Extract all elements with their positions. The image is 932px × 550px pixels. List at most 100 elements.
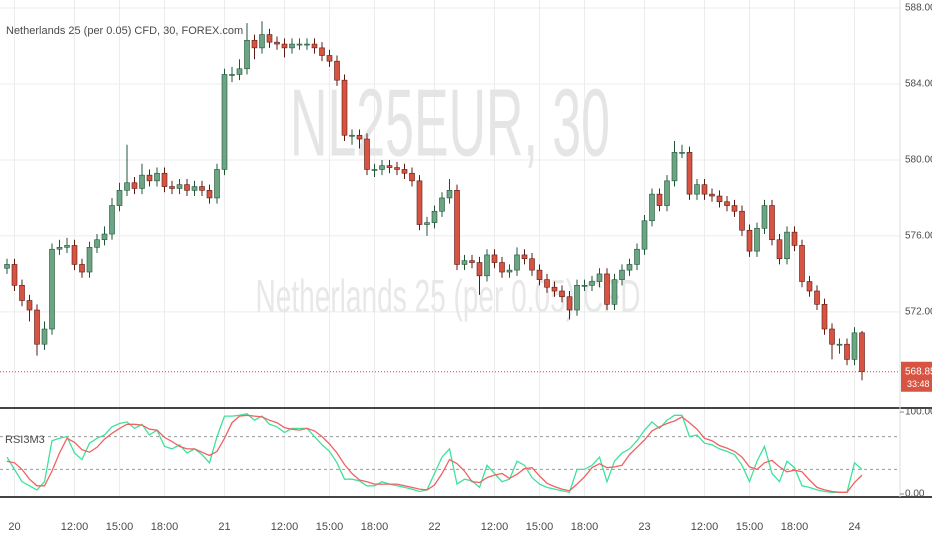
candle-body xyxy=(776,239,783,260)
candle-body xyxy=(469,260,475,263)
candle-body xyxy=(101,233,108,241)
candle-body xyxy=(649,193,655,222)
candle-body xyxy=(566,296,573,311)
candle-body xyxy=(26,300,33,311)
candle-body xyxy=(94,239,100,248)
candle-body xyxy=(574,285,580,311)
candle-body xyxy=(754,228,760,252)
candle-body xyxy=(671,152,678,182)
candle-body xyxy=(446,190,453,199)
y-tick-label: 576.00 xyxy=(905,231,932,242)
candle-body xyxy=(746,229,753,252)
candle-body xyxy=(634,248,640,265)
candle-body xyxy=(79,264,85,273)
candle-body xyxy=(109,205,115,235)
indicator-title: RSI3M3 xyxy=(5,434,45,446)
candle-body xyxy=(461,260,468,265)
candle-body xyxy=(694,184,700,195)
y-tick-label: 588.00 xyxy=(905,3,932,14)
candle-body xyxy=(851,332,858,360)
candle-body xyxy=(124,182,130,191)
candle-body xyxy=(686,152,693,195)
candle-body xyxy=(116,190,123,206)
candle-body xyxy=(499,262,505,273)
candle-body xyxy=(191,186,198,191)
candle-body xyxy=(371,169,378,171)
candle-body xyxy=(581,285,588,287)
x-tick-label: 15:00 xyxy=(526,521,554,533)
candle-body xyxy=(304,43,310,46)
candle-body xyxy=(71,245,78,265)
grid xyxy=(0,0,900,497)
candle-body xyxy=(619,269,625,280)
candle-body xyxy=(626,264,633,271)
candle-body xyxy=(266,34,273,43)
candle-body xyxy=(836,343,843,346)
candle-body xyxy=(424,222,430,225)
x-tick-label: 12:00 xyxy=(61,521,89,533)
candle-body xyxy=(544,279,550,288)
candle-body xyxy=(161,172,168,187)
candle-body xyxy=(259,34,265,49)
candle-body xyxy=(56,247,63,250)
candle-body xyxy=(199,186,205,191)
candle-body xyxy=(679,152,685,154)
candle-body xyxy=(431,210,438,223)
candle-body xyxy=(589,281,595,286)
candle-body xyxy=(716,195,723,203)
x-tick-label: 15:00 xyxy=(316,521,344,533)
candle-body xyxy=(551,286,558,292)
candle-body xyxy=(409,172,415,182)
last-price-label: 568.85 xyxy=(905,366,932,377)
candle-body xyxy=(739,210,745,231)
y-tick-label: 580.00 xyxy=(905,155,932,166)
candle-body xyxy=(334,60,340,81)
candle-body xyxy=(34,309,40,345)
candle-body xyxy=(206,190,213,199)
candle-body xyxy=(536,269,543,280)
candle-body xyxy=(521,254,528,260)
indicator-line xyxy=(6,414,863,493)
candle-body xyxy=(701,184,708,195)
candle-body xyxy=(19,285,25,301)
x-tick-label: 23 xyxy=(638,521,650,533)
candle-body xyxy=(49,248,55,330)
x-tick-label: 21 xyxy=(218,521,230,533)
candle-body xyxy=(394,167,400,170)
x-tick-label: 15:00 xyxy=(106,521,134,533)
candle-body xyxy=(146,174,153,182)
candle-body xyxy=(664,180,670,206)
candle-body xyxy=(169,186,175,189)
candle-body xyxy=(791,231,798,246)
candle-body xyxy=(799,245,805,282)
y-tick-label: 572.00 xyxy=(905,307,932,318)
candle-body xyxy=(64,245,70,248)
candle-body xyxy=(349,134,355,137)
candle-body xyxy=(289,43,295,49)
candle-body xyxy=(859,332,865,373)
candle-body xyxy=(769,205,775,241)
candle-body xyxy=(529,258,535,271)
candle-body xyxy=(221,74,228,170)
candle-body xyxy=(596,273,603,282)
candle-body xyxy=(439,197,445,212)
candle-body xyxy=(641,220,648,250)
x-tick-label: 18:00 xyxy=(571,521,599,533)
candle-body xyxy=(401,169,408,174)
x-tick-label: 12:00 xyxy=(481,521,509,533)
x-tick-label: 20 xyxy=(8,521,20,533)
candle-body xyxy=(319,47,325,56)
candle-body xyxy=(296,43,303,46)
candle-body xyxy=(506,269,513,273)
candle-body xyxy=(11,264,18,286)
candle-body xyxy=(806,281,813,292)
candle-body xyxy=(761,205,768,229)
candle-body xyxy=(131,182,138,189)
indicator-tick-label: 0.00 xyxy=(905,489,925,500)
x-tick-label: 12:00 xyxy=(271,521,299,533)
watermark-subtitle: Netherlands 25 (per 0.05) CFD xyxy=(256,270,641,322)
candle-body xyxy=(484,254,490,277)
candle-body xyxy=(326,55,333,62)
x-tick-label: 24 xyxy=(848,521,860,533)
